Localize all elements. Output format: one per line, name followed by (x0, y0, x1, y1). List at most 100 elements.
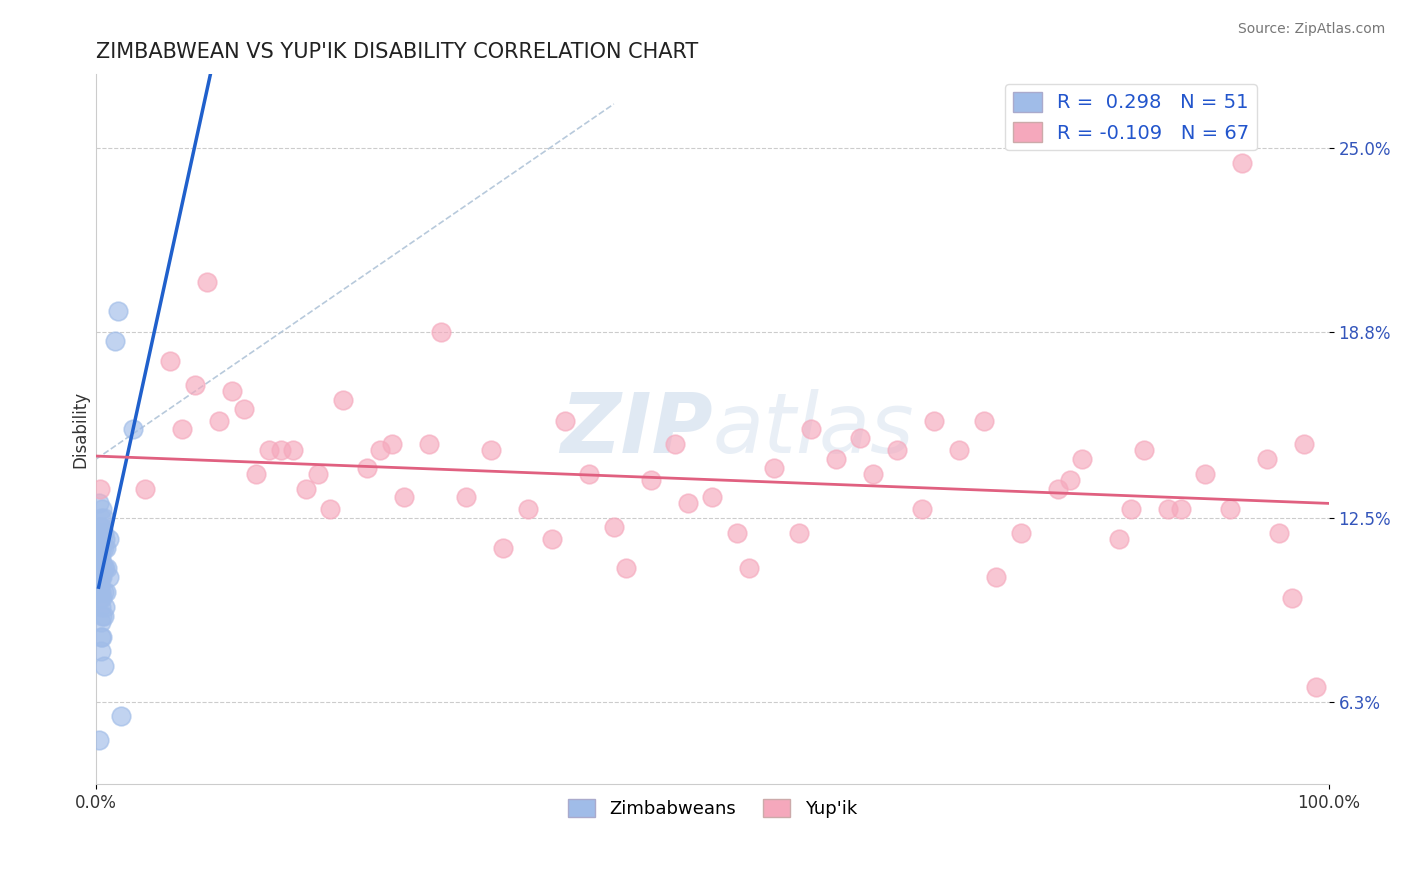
Point (96, 561, 118, 575)
Point (97, 570, 120, 584)
Point (94, 561, 117, 575)
Point (1281, 591, 1303, 605)
Point (270, 443, 292, 458)
Point (208, 413, 231, 427)
Point (93, 561, 115, 575)
Point (91, 591, 114, 605)
Point (578, 467, 600, 481)
Point (104, 334, 127, 348)
Point (787, 525, 810, 540)
Point (221, 384, 243, 398)
Point (479, 443, 502, 458)
Point (93, 541, 115, 555)
Point (90, 541, 112, 555)
Point (89, 570, 111, 584)
Point (664, 437, 686, 451)
Point (94, 541, 117, 555)
Point (554, 413, 576, 427)
Point (93, 511, 115, 525)
Point (541, 532, 564, 546)
Point (1108, 532, 1130, 546)
Point (1292, 437, 1315, 451)
Point (159, 354, 181, 368)
Point (91, 520, 114, 534)
Point (725, 525, 748, 540)
Point (1059, 473, 1081, 487)
Point (1219, 502, 1241, 516)
Point (90, 570, 112, 584)
Point (94, 532, 117, 546)
Point (640, 473, 662, 487)
Point (1194, 467, 1216, 481)
Point (90, 585, 112, 599)
Point (110, 709, 132, 723)
Point (922, 413, 945, 427)
Point (368, 443, 391, 458)
Point (257, 443, 280, 458)
Point (332, 392, 354, 407)
Point (89, 520, 111, 534)
Text: ZIP: ZIP (560, 389, 713, 470)
Point (93, 608, 115, 623)
Point (122, 422, 145, 436)
Point (738, 561, 761, 575)
Point (89, 579, 111, 593)
Point (90, 644, 112, 658)
Point (418, 437, 440, 451)
Point (91, 630, 114, 644)
Point (91, 541, 114, 555)
Point (973, 413, 995, 427)
Point (862, 467, 884, 481)
Point (614, 561, 637, 575)
Point (1268, 525, 1291, 540)
Point (763, 461, 786, 475)
Point (90, 630, 112, 644)
Point (381, 437, 404, 451)
Point (1170, 502, 1192, 516)
Point (356, 461, 378, 475)
Point (319, 502, 342, 516)
Point (492, 541, 515, 555)
Point (1010, 525, 1032, 540)
Point (800, 422, 823, 436)
Point (1133, 443, 1156, 458)
Point (90, 599, 112, 614)
Point (454, 491, 477, 505)
Point (984, 570, 1007, 584)
Point (97, 532, 120, 546)
Point (90, 549, 112, 564)
Point (307, 467, 329, 481)
Point (90, 511, 112, 525)
Point (90, 532, 112, 546)
Point (91, 608, 114, 623)
Point (89, 549, 111, 564)
Point (294, 482, 316, 496)
Point (89, 591, 111, 605)
Point (94, 585, 117, 599)
Point (1157, 502, 1180, 516)
Point (283, 443, 305, 458)
Text: ZIMBABWEAN VS YUP'IK DISABILITY CORRELATION CHART: ZIMBABWEAN VS YUP'IK DISABILITY CORRELAT… (96, 42, 699, 62)
Point (87, 496, 110, 510)
Point (90, 561, 112, 575)
Point (1232, 156, 1254, 170)
Point (89, 482, 111, 496)
Text: Source: ZipAtlas.com: Source: ZipAtlas.com (1237, 22, 1385, 37)
Point (849, 431, 872, 445)
Point (89, 525, 111, 540)
Point (1071, 452, 1094, 467)
Point (89, 561, 111, 575)
Point (886, 443, 908, 458)
Point (91, 502, 114, 516)
Point (90, 615, 112, 629)
Point (91, 556, 114, 570)
Point (430, 325, 453, 339)
Point (87, 733, 110, 747)
Point (93, 525, 115, 540)
Point (195, 275, 218, 289)
Legend: Zimbabweans, Yup'ik: Zimbabweans, Yup'ik (561, 791, 865, 825)
Point (91, 532, 114, 546)
Point (824, 452, 846, 467)
Point (93, 585, 115, 599)
Point (1121, 502, 1143, 516)
